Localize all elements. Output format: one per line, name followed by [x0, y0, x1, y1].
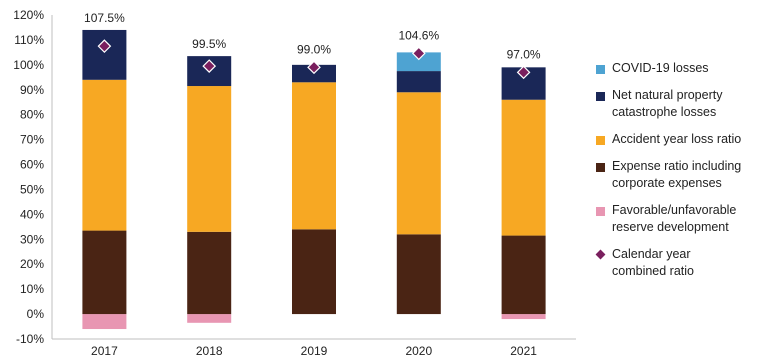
bar-segment [187, 86, 232, 232]
legend-label: Net natural property catastrophe losses [612, 88, 723, 119]
legend-item: COVID-19 losses [596, 60, 757, 77]
y-tick-label: 30% [20, 232, 44, 246]
bar-segment [396, 234, 441, 315]
bar-segment [82, 230, 127, 315]
bars [82, 29, 546, 330]
legend-swatch [596, 207, 605, 216]
bar-segment [501, 314, 546, 320]
data-label: 104.6% [398, 28, 439, 42]
legend-item: Favorable/unfavorable reserve developmen… [596, 202, 757, 236]
bar-segment [82, 314, 127, 330]
x-tick-label: 2020 [405, 344, 432, 358]
y-tick-label: 10% [20, 282, 44, 296]
legend-label: Favorable/unfavorable reserve developmen… [612, 203, 737, 234]
y-tick-label: 80% [20, 108, 44, 122]
legend-swatch [596, 92, 605, 101]
y-tick-label: 90% [20, 83, 44, 97]
bar-segment [396, 92, 441, 235]
bar-segment [396, 71, 441, 93]
bar-segment [82, 79, 127, 231]
x-tick-label: 2019 [301, 344, 328, 358]
bar-segment [501, 235, 546, 315]
bar-segment [292, 229, 336, 315]
bar-segment [187, 314, 232, 323]
x-tick-label: 2017 [91, 344, 118, 358]
bar-segment [82, 29, 127, 80]
data-label: 97.0% [507, 47, 541, 61]
y-tick-label: 0% [27, 307, 45, 321]
data-label: 99.5% [192, 37, 226, 51]
y-tick-label: 40% [20, 207, 44, 221]
legend-swatch [596, 65, 605, 74]
y-tick-label: 100% [13, 58, 44, 72]
legend-swatch [596, 163, 605, 172]
legend-label: COVID-19 losses [612, 61, 709, 75]
x-tick-label: 2021 [510, 344, 537, 358]
y-tick-label: 70% [20, 133, 44, 147]
bar-segment [292, 82, 336, 230]
legend-label: Accident year loss ratio [612, 132, 742, 146]
legend-label: Expense ratio including corporate expens… [612, 159, 742, 190]
data-label: 107.5% [84, 11, 125, 25]
y-tick-label: 50% [20, 182, 44, 196]
combined-ratio-marker [307, 60, 321, 75]
bar-segment [396, 52, 441, 72]
legend-item: Calendar year combined ratio [595, 246, 757, 280]
y-tick-label: 110% [14, 33, 44, 47]
bar-segment [187, 231, 232, 315]
legend-label: Calendar year combined ratio [612, 247, 694, 278]
legend-item: Accident year loss ratio [596, 131, 757, 148]
legend: COVID-19 losses Net natural property cata… [595, 60, 757, 290]
y-tick-label: 120% [13, 8, 44, 22]
data-labels: 107.5% 99.5% 99.0% 104.6% 97.0% [84, 11, 541, 61]
y-tick-label: -10% [16, 332, 44, 346]
data-label: 99.0% [297, 42, 331, 56]
chart: -10% 0% 10% 20% 30% 40% 50% 60% 70% 80% 90% 100% 110… [13, 8, 576, 358]
bar-segment [501, 99, 546, 236]
y-tick-label: 20% [20, 257, 44, 271]
combined-ratio-markers [97, 39, 531, 80]
x-axis: 2017 2018 2019 2020 2021 [52, 338, 576, 358]
combined-ratio-marker [516, 65, 531, 80]
y-tick-label: 60% [20, 158, 44, 172]
combined-ratio-marker [202, 59, 217, 73]
y-axis: -10% 0% 10% 20% 30% 40% 50% 60% 70% 80% 90% 100% 110… [13, 8, 53, 346]
combined-ratio-marker [411, 46, 426, 61]
x-tick-label: 2018 [196, 344, 223, 358]
legend-item: Expense ratio including corporate expens… [596, 158, 757, 192]
legend-diamond-swatch [595, 249, 606, 260]
combined-ratio-marker [97, 39, 112, 54]
legend-swatch [596, 136, 605, 145]
legend-item: Net natural property catastrophe losses [596, 87, 757, 121]
